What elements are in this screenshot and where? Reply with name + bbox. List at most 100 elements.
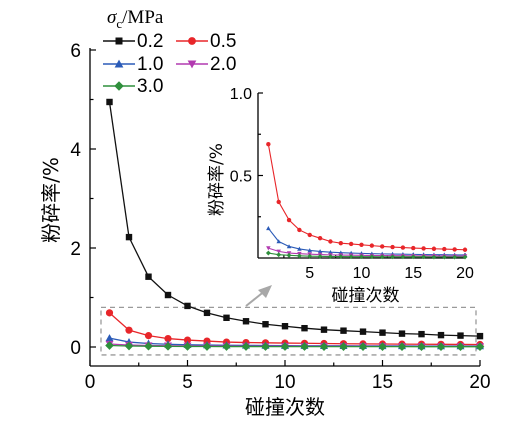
data-point-0.2 — [125, 233, 133, 241]
inset-x-tick-label: 20 — [456, 265, 474, 282]
inset-data-point-3.0 — [390, 254, 395, 260]
legend-label-1.0: 1.0 — [137, 54, 163, 75]
inset-y-tick-label: 0.5 — [230, 169, 252, 186]
main-plot: 0 5 10 15 20 0 2 4 6 碰撞次数 粉碎率/% — [39, 41, 491, 419]
y-tick-label: 0 — [70, 338, 81, 359]
data-point-0.2 — [476, 332, 484, 340]
inset-data-point-3.0 — [307, 253, 313, 259]
data-point-1.0 — [105, 334, 114, 342]
inset-series-line-0.5 — [267, 144, 466, 251]
data-point-0.2 — [418, 330, 425, 338]
data-point-0.2 — [281, 323, 289, 330]
legend-label-0.2: 0.2 — [137, 31, 163, 52]
data-point-3.0 — [475, 342, 485, 352]
data-point-0.2 — [457, 332, 464, 339]
inset-data-point-3.0 — [441, 254, 447, 260]
legend-title: σc/MPa — [107, 7, 164, 31]
inset-data-point-3.0 — [338, 254, 344, 259]
inset-data-point-0.5 — [307, 232, 312, 238]
inset-data-point-3.0 — [462, 254, 468, 260]
inset-data-point-0.5 — [286, 217, 292, 223]
legend-label-3.0: 3.0 — [137, 76, 163, 97]
y-tick-label: 4 — [70, 140, 81, 161]
data-point-0.2 — [262, 321, 269, 328]
y-axis-title: 粉碎率/% — [39, 157, 63, 243]
legend-marker-0.2 — [115, 37, 123, 45]
inset-data-point-0.5 — [328, 239, 333, 244]
inset-data-point-3.0 — [400, 254, 406, 260]
inset-data-point-0.5 — [297, 227, 302, 233]
data-point-3.0 — [105, 341, 114, 350]
data-point-0.2 — [145, 273, 152, 280]
inset-y-tick-label: 1.0 — [230, 86, 252, 103]
x-tick-label: 5 — [182, 372, 193, 393]
inset-data-point-1.0 — [297, 246, 302, 251]
inset-data-point-0.5 — [266, 141, 271, 147]
data-point-3.0 — [241, 342, 251, 351]
inset-data-point-3.0 — [328, 254, 333, 259]
legend-label-0.5: 0.5 — [210, 31, 236, 52]
data-point-0.2 — [398, 330, 406, 337]
inset-x-tick-label: 15 — [404, 265, 422, 282]
inset-x-tick-label: 5 — [305, 265, 314, 282]
y-tick-label: 2 — [70, 239, 81, 260]
data-point-3.0 — [319, 342, 329, 351]
data-point-0.5 — [183, 336, 192, 344]
data-point-0.5 — [164, 334, 172, 343]
inset-data-point-3.0 — [296, 253, 302, 259]
legend-marker-3.0 — [114, 81, 124, 91]
inset-data-point-3.0 — [369, 254, 375, 260]
inset-data-point-0.5 — [380, 244, 385, 249]
inset-data-point-3.0 — [359, 254, 364, 260]
inset-data-point-1.0 — [307, 248, 312, 253]
data-point-0.5 — [105, 309, 114, 317]
inset-x-tick-label: 10 — [353, 265, 371, 282]
inset-data-point-3.0 — [421, 254, 427, 260]
data-point-3.0 — [183, 342, 192, 351]
data-point-3.0 — [378, 342, 387, 351]
legend-marker-0.5 — [188, 37, 196, 45]
data-point-3.0 — [417, 342, 426, 352]
inset-data-point-1.0 — [317, 249, 323, 254]
inset-data-point-0.5 — [276, 199, 281, 205]
series-line-0.2 — [108, 101, 481, 337]
data-point-3.0 — [163, 342, 173, 351]
x-tick-label: 15 — [372, 372, 393, 393]
data-point-3.0 — [202, 342, 212, 351]
data-point-3.0 — [280, 342, 290, 351]
inset-data-point-0.5 — [348, 241, 354, 247]
inset-data-point-0.5 — [411, 245, 416, 251]
data-point-3.0 — [339, 342, 348, 351]
data-point-3.0 — [222, 342, 231, 351]
inset-data-point-2.0 — [266, 246, 271, 251]
inset-plot: 5 10 15 20 0.5 1.0 碰撞次数 粉碎率/% — [207, 86, 474, 306]
inset-data-point-0.5 — [369, 243, 375, 248]
data-point-0.2 — [164, 291, 172, 299]
inset-data-point-0.5 — [390, 244, 395, 250]
inset-data-point-0.5 — [421, 246, 426, 251]
x-axis-title: 碰撞次数 — [245, 395, 325, 419]
inset-data-point-0.5 — [442, 246, 447, 252]
inset-data-point-1.0 — [328, 249, 333, 255]
data-point-3.0 — [144, 341, 153, 351]
data-point-0.2 — [106, 98, 113, 106]
inset-data-point-3.0 — [431, 254, 437, 260]
inset-data-point-0.5 — [359, 242, 364, 247]
data-point-3.0 — [397, 342, 407, 351]
data-point-0.5 — [144, 332, 153, 340]
inset-data-point-0.5 — [338, 240, 343, 246]
legend-label-2.0: 2.0 — [210, 54, 236, 75]
inset-data-point-1.0 — [276, 239, 281, 244]
x-tick-label: 20 — [469, 372, 490, 393]
inset-data-point-0.5 — [431, 246, 437, 251]
data-point-0.2 — [301, 324, 308, 332]
data-point-0.2 — [340, 327, 347, 334]
inset-data-point-0.5 — [317, 236, 323, 241]
inset-data-point-1.0 — [266, 226, 271, 231]
inset-data-point-3.0 — [452, 254, 458, 260]
inset-y-axis-title: 粉碎率/% — [207, 143, 227, 216]
inset-data-point-0.5 — [452, 247, 457, 252]
